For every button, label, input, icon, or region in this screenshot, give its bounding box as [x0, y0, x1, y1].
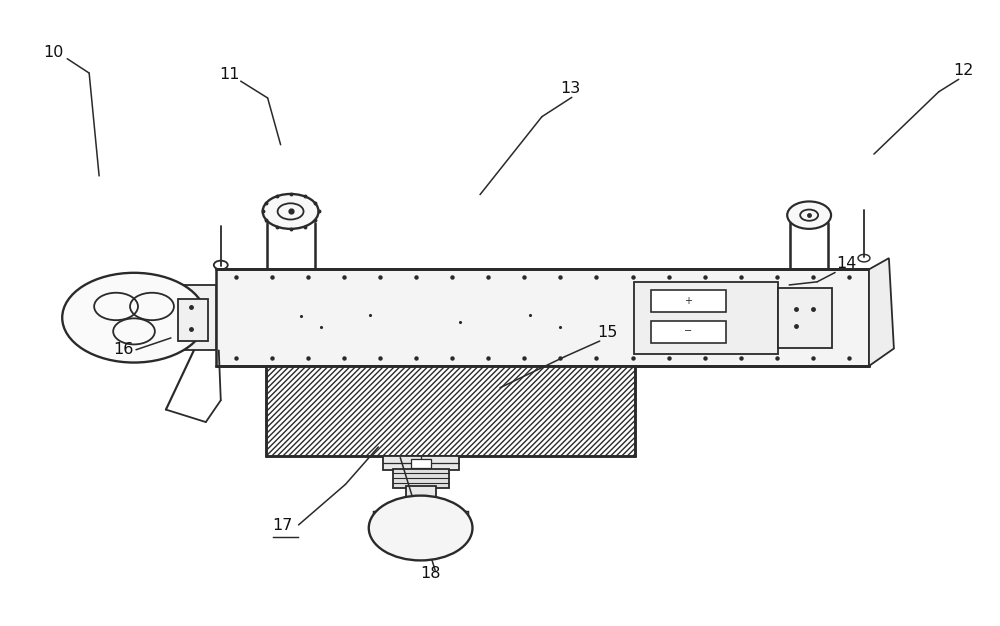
Text: 15: 15	[598, 325, 618, 340]
Bar	[651, 321, 726, 343]
Text: 16: 16	[113, 342, 133, 357]
Text: 13: 13	[560, 81, 580, 96]
Bar	[393, 469, 449, 488]
Bar	[383, 456, 459, 470]
Bar	[373, 511, 468, 518]
Bar	[266, 366, 635, 456]
Bar	[411, 459, 431, 468]
Text: +: +	[684, 296, 692, 306]
Bar	[651, 290, 726, 312]
Text: 14: 14	[836, 255, 856, 270]
Circle shape	[62, 273, 206, 362]
Text: 10: 10	[43, 46, 64, 61]
Bar	[406, 486, 436, 499]
Text: −: −	[684, 326, 692, 336]
Bar	[216, 269, 869, 366]
Bar	[161, 285, 216, 351]
Bar	[778, 287, 832, 348]
Bar	[634, 282, 778, 354]
Bar	[178, 299, 208, 341]
Text: 17: 17	[273, 518, 293, 533]
Circle shape	[263, 194, 319, 229]
Text: 11: 11	[219, 67, 239, 82]
Circle shape	[787, 202, 831, 229]
Text: 18: 18	[420, 566, 441, 581]
Polygon shape	[869, 258, 894, 366]
Text: 12: 12	[954, 63, 974, 78]
Circle shape	[369, 496, 472, 560]
Bar	[388, 507, 453, 512]
